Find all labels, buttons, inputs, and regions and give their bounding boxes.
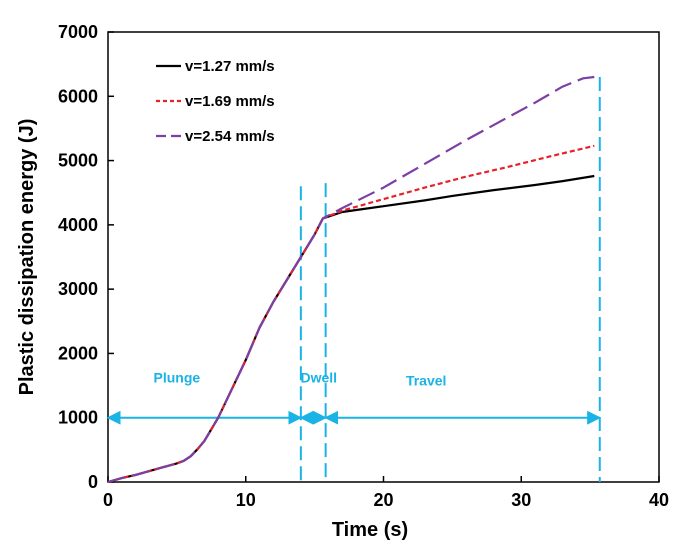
x-tick-label: 10 [236,490,256,510]
y-axis: 0 1000 2000 3000 4000 5000 6000 7000 [58,22,114,492]
x-tick-label: 40 [649,490,669,510]
series-line-2 [107,144,595,484]
y-tick-label: 7000 [58,22,98,42]
legend-label-1: v=1.27 mm/s [185,58,275,75]
y-tick-label: 3000 [58,279,98,299]
legend-label-3: v=2.54 mm/s [185,128,275,145]
y-axis-title: Plastic dissipation energy (J) [16,119,38,396]
phase-label-travel: Travel [406,373,446,389]
series-line-3 [107,75,595,484]
series-line-1 [107,174,595,484]
x-tick-label: 0 [103,490,113,510]
x-tick-label: 20 [373,490,393,510]
y-tick-label: 5000 [58,151,98,171]
series-layer [107,75,595,484]
phase-label-plunge: Plunge [154,369,201,385]
legend: v=1.27 mm/s v=1.69 mm/s v=2.54 mm/s [156,58,275,145]
y-tick-label: 4000 [58,215,98,235]
x-axis-title: Time (s) [332,519,408,541]
x-tick-label: 30 [511,490,531,510]
phase-label-dwell: Dwell [300,369,337,385]
phase-annotations: Plunge Dwell Travel [106,77,602,482]
y-tick-label: 0 [88,472,98,492]
y-tick-label: 1000 [58,408,98,428]
y-tick-label: 2000 [58,343,98,363]
x-axis: 0 10 20 30 40 [103,476,669,510]
legend-label-2: v=1.69 mm/s [185,93,275,110]
y-tick-label: 6000 [58,86,98,106]
